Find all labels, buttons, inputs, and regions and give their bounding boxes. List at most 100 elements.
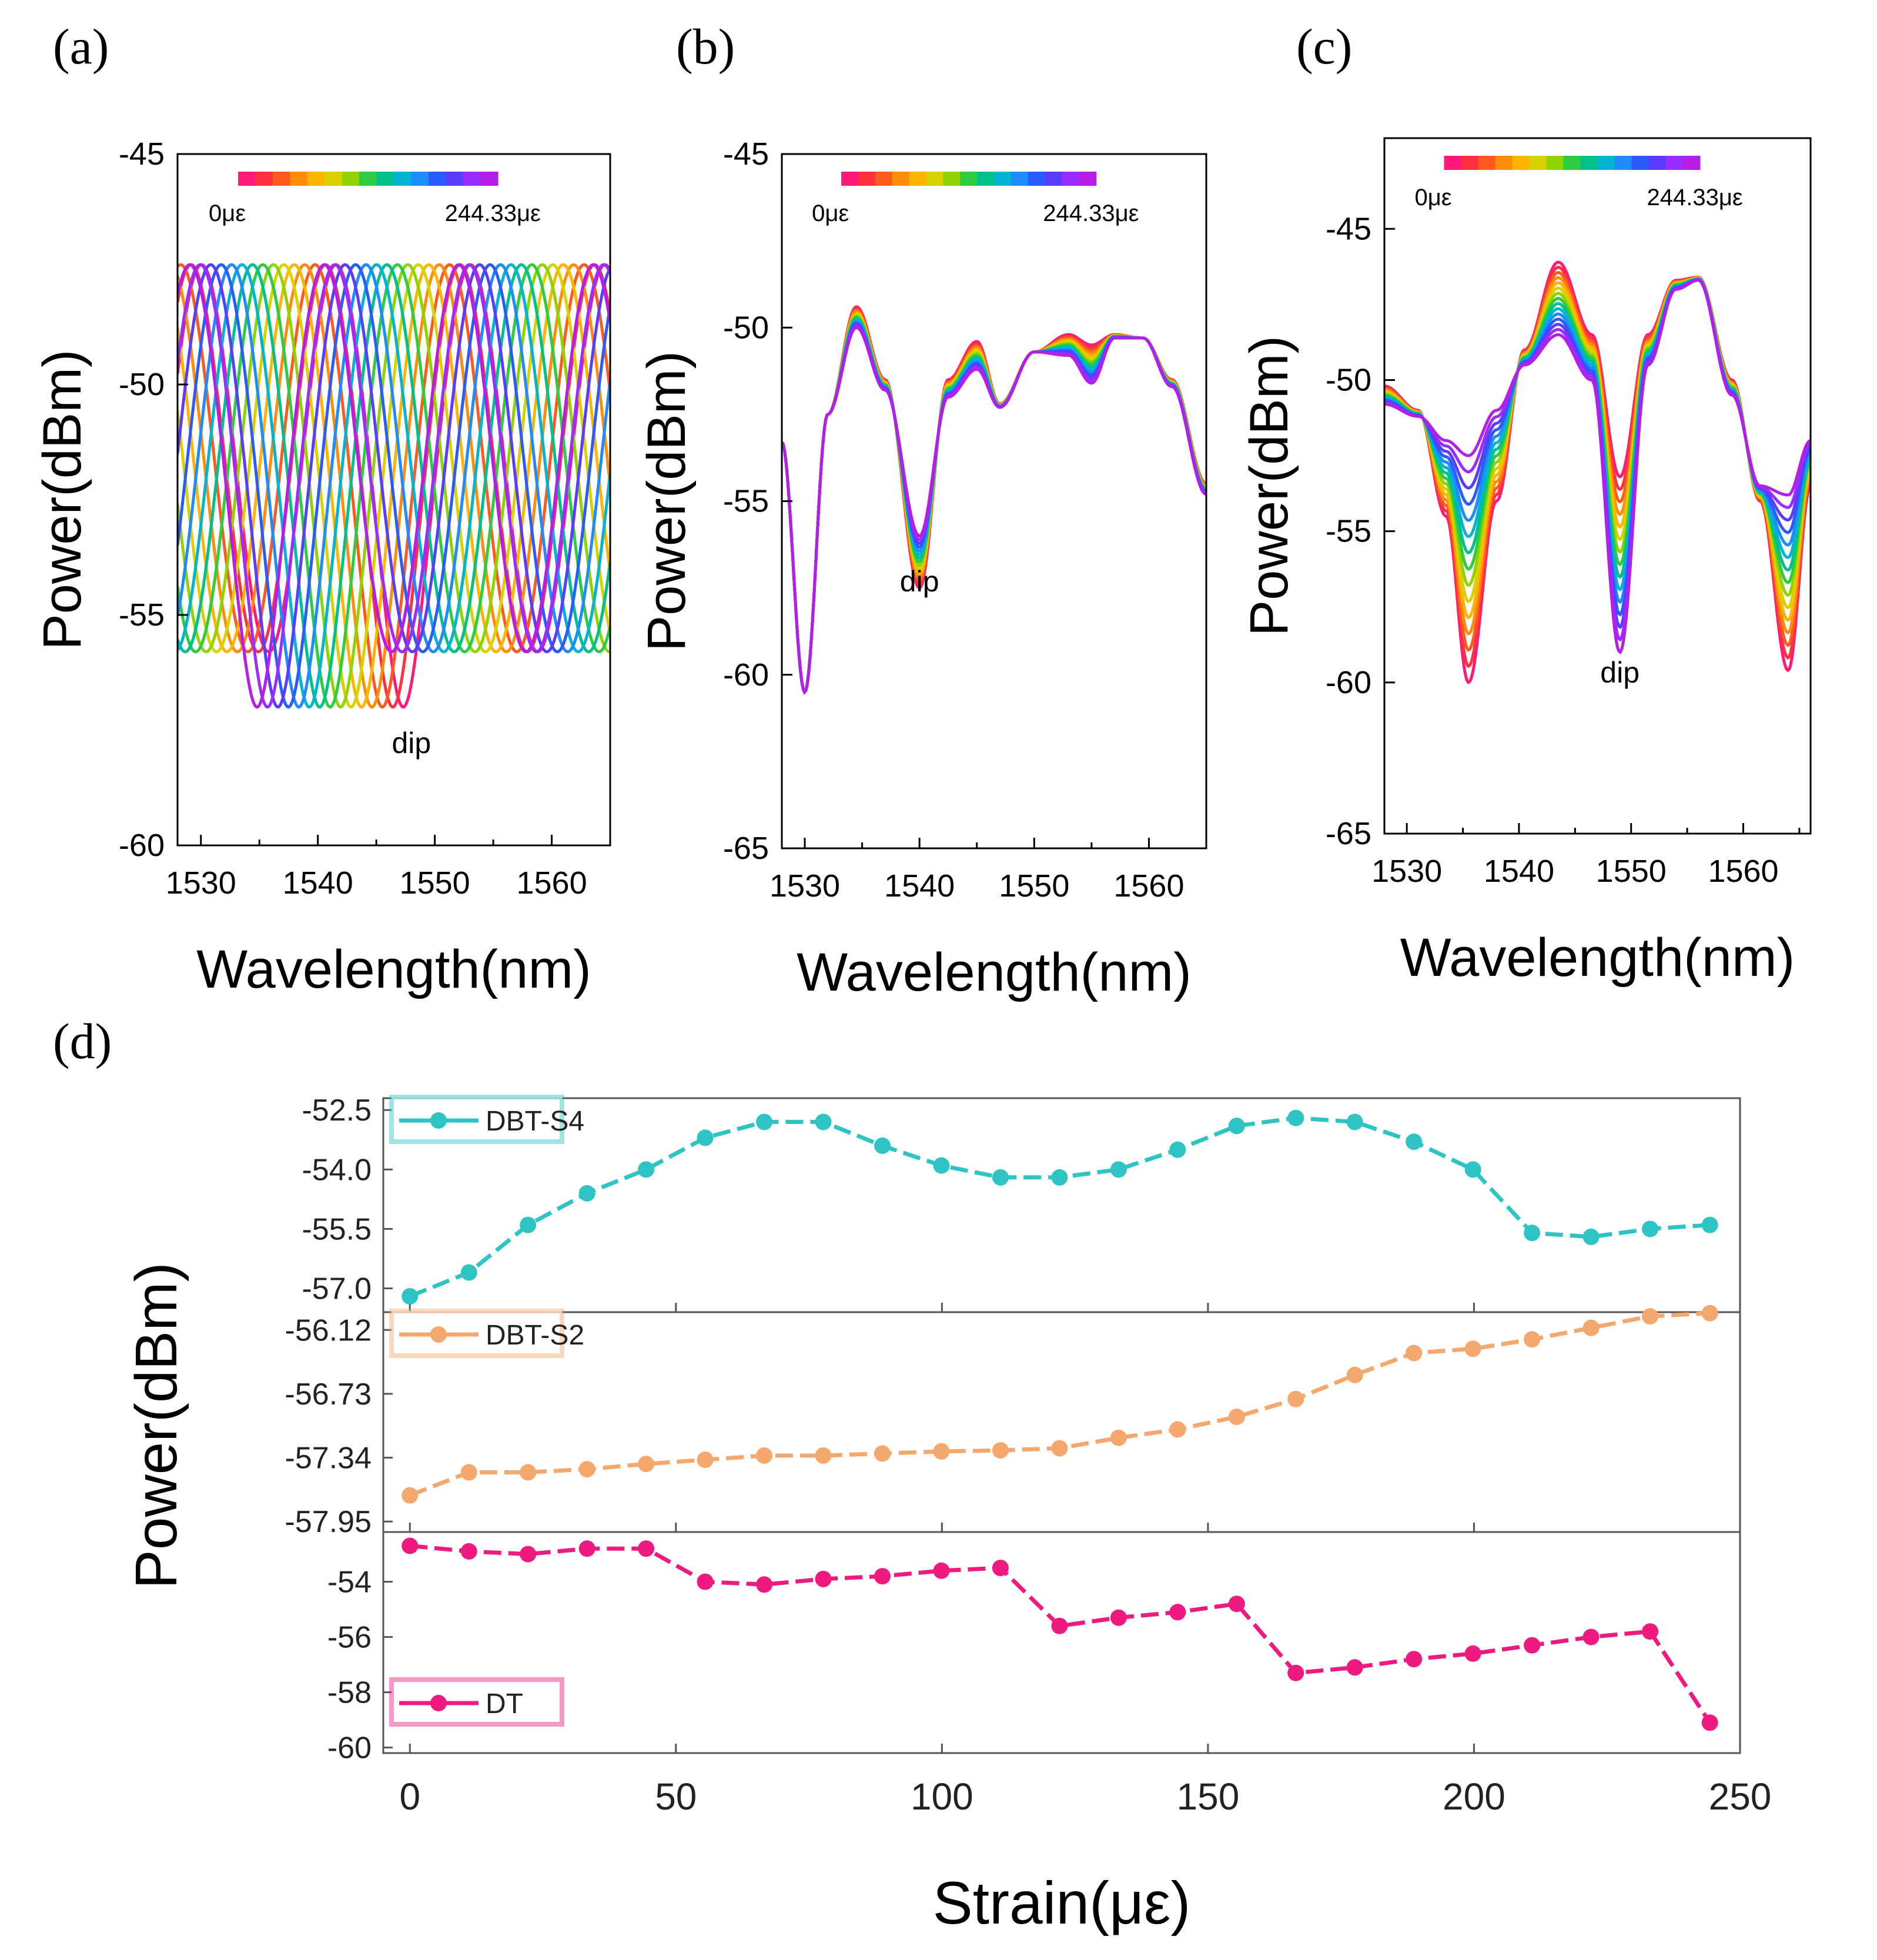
strain-point bbox=[815, 1113, 832, 1130]
spectrum-trace-10 bbox=[1384, 277, 1811, 592]
spectrum-trace-12 bbox=[782, 322, 1206, 695]
strain-point bbox=[1406, 1651, 1423, 1668]
y-tick-label: -50 bbox=[1326, 362, 1371, 397]
spectrum-trace-15 bbox=[782, 326, 1206, 695]
strain-series-dbt-s4: -52.5 -54.0 -55.5 -57.0 DBT-S4 bbox=[302, 1093, 1741, 1313]
strain-point bbox=[1406, 1344, 1423, 1362]
strain-point bbox=[1228, 1596, 1245, 1613]
spectrum-trace-3 bbox=[1384, 271, 1811, 652]
strain-y-tick-label: -58 bbox=[327, 1676, 372, 1710]
strain-x-tick-label: 50 bbox=[655, 1775, 697, 1818]
spectrum-trace-8 bbox=[782, 316, 1206, 695]
spectrum-trace-7 bbox=[178, 263, 610, 709]
y-tick-label: -45 bbox=[1326, 211, 1371, 246]
strain-series-line bbox=[409, 1116, 1710, 1299]
strain-x-tick-label: 150 bbox=[1177, 1775, 1240, 1818]
x-tick-label: 1540 bbox=[884, 868, 955, 904]
strain-point bbox=[402, 1537, 419, 1554]
y-tick-label: -45 bbox=[119, 136, 165, 172]
x-axis-title: Wavelength(nm) bbox=[797, 942, 1192, 1002]
y-tick-label: -50 bbox=[723, 310, 769, 345]
strain-point bbox=[1406, 1133, 1423, 1150]
spectrum-traces bbox=[1384, 260, 1811, 684]
strain-y-tick-label: -56 bbox=[327, 1621, 372, 1655]
spectrum-trace-4 bbox=[782, 309, 1206, 695]
strain-point bbox=[1346, 1113, 1363, 1130]
strain-point bbox=[402, 1487, 419, 1504]
color-bar-segment bbox=[977, 172, 995, 186]
strain-point bbox=[578, 1540, 595, 1557]
spectrum-trace-15 bbox=[178, 263, 610, 709]
color-bar-segment bbox=[1079, 172, 1097, 186]
spectrum-trace-5 bbox=[178, 263, 610, 709]
strain-point bbox=[1110, 1161, 1127, 1178]
strain-x-axis-title: Strain(με) bbox=[933, 1869, 1191, 1936]
legend-start-label: 0με bbox=[812, 200, 849, 226]
dip-annotation: dip bbox=[1600, 656, 1640, 689]
spectrum-trace-6 bbox=[782, 312, 1206, 695]
color-bar-segment bbox=[272, 172, 291, 186]
strain-point bbox=[1051, 1440, 1068, 1457]
color-bar-segment bbox=[1062, 172, 1080, 186]
strain-point bbox=[1346, 1366, 1363, 1383]
strain-point bbox=[1701, 1216, 1718, 1233]
spectrum-trace-4 bbox=[1384, 276, 1811, 636]
x-tick-label: 1560 bbox=[1113, 868, 1184, 904]
color-bar-segment bbox=[1495, 156, 1513, 170]
strain-series-line bbox=[409, 1544, 1712, 1724]
color-bar-segment bbox=[359, 172, 377, 186]
spectrum-traces bbox=[178, 263, 610, 709]
x-tick-label: 1550 bbox=[400, 865, 470, 901]
color-bar-segment bbox=[1580, 156, 1598, 170]
legend-end-label: 244.33με bbox=[1647, 185, 1743, 210]
color-bar-segment bbox=[307, 172, 326, 186]
y-tick-label: -60 bbox=[119, 828, 165, 863]
strain-point bbox=[638, 1540, 655, 1557]
strain-point bbox=[1051, 1617, 1068, 1634]
strain-point bbox=[992, 1442, 1009, 1459]
spectrum-trace-11 bbox=[178, 263, 610, 709]
x-tick-label: 1540 bbox=[283, 865, 353, 901]
panel-label-c: (c) bbox=[1296, 18, 1352, 75]
strain-point bbox=[756, 1113, 773, 1130]
spectrum-trace-15 bbox=[1384, 279, 1811, 654]
color-bar-segment bbox=[1597, 156, 1615, 170]
plot-frame bbox=[176, 153, 611, 847]
legend-label: DBT-S2 bbox=[486, 1320, 584, 1351]
spectrum-trace-8 bbox=[178, 263, 610, 709]
color-bar-segment bbox=[1512, 156, 1530, 170]
strain-point bbox=[460, 1464, 477, 1481]
chart-a: 1530 1540 1550 1560 -45 -50 -55 -60 Wavelength(n… bbox=[32, 136, 611, 999]
strain-series-dt: -54 -56 -58 -60 DT bbox=[327, 1531, 1741, 1765]
strain-point bbox=[1582, 1628, 1600, 1645]
color-bar-segment bbox=[943, 172, 961, 186]
strain-y-tick-label: -57.0 bbox=[302, 1272, 372, 1306]
legend-end-label: 244.33με bbox=[1043, 200, 1139, 226]
strain-point bbox=[402, 1288, 419, 1305]
spectrum-trace-8 bbox=[1384, 277, 1811, 584]
spectrum-trace-3 bbox=[178, 263, 610, 709]
strain-point bbox=[697, 1451, 714, 1469]
strain-point bbox=[1287, 1109, 1304, 1126]
strain-point bbox=[1582, 1319, 1600, 1336]
x-tick-label: 1560 bbox=[516, 865, 587, 901]
legend-start-label: 0με bbox=[1415, 185, 1452, 210]
strain-y-tick-label: -56.73 bbox=[285, 1377, 372, 1412]
spectrum-trace-7 bbox=[782, 314, 1206, 695]
color-bar-segment bbox=[463, 172, 481, 186]
strain-y-tick-label: -57.34 bbox=[285, 1441, 372, 1476]
strain-y-tick-label: -52.5 bbox=[302, 1093, 372, 1128]
y-tick-label: -65 bbox=[723, 831, 769, 866]
color-bar-segment bbox=[1478, 156, 1496, 170]
panel-label-b: (b) bbox=[676, 18, 735, 75]
legend-start-label: 0με bbox=[209, 200, 246, 226]
strain-point bbox=[1287, 1390, 1304, 1407]
strain-y-tick-label: -57.95 bbox=[285, 1505, 372, 1539]
legend-marker bbox=[430, 1326, 447, 1343]
strain-y-tick-label: -55.5 bbox=[302, 1212, 372, 1246]
x-tick-label: 1550 bbox=[1596, 854, 1667, 889]
spectrum-trace-2 bbox=[782, 306, 1206, 695]
color-bar-segment bbox=[1546, 156, 1564, 170]
dip-annotation: dip bbox=[392, 727, 431, 760]
